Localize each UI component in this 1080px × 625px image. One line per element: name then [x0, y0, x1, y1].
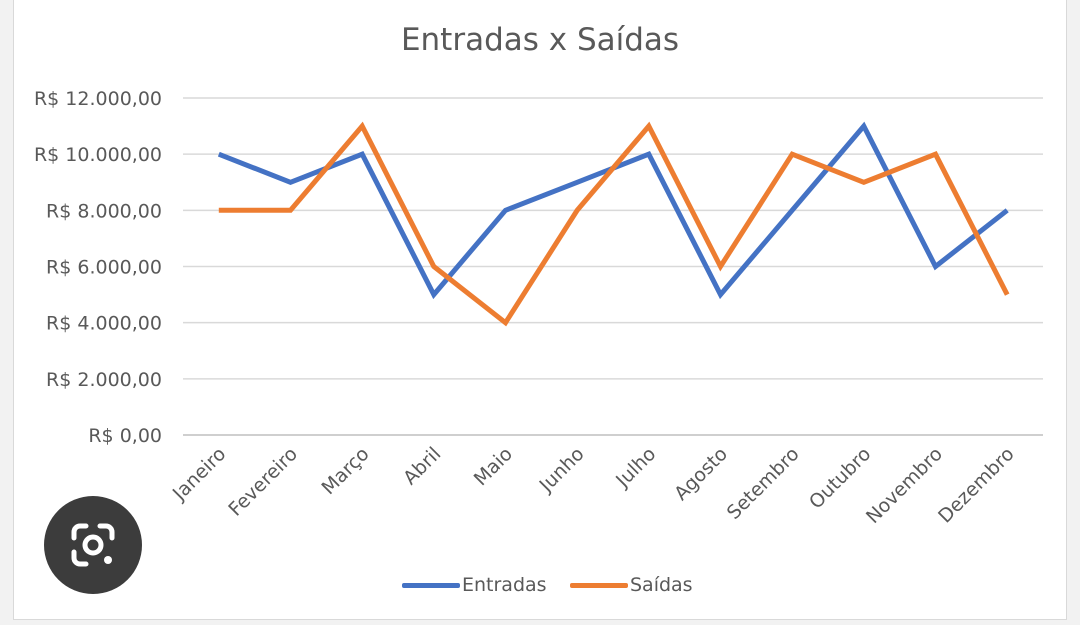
x-tick-label: Novembro: [862, 443, 947, 528]
legend-label-saidas: Saídas: [630, 574, 693, 596]
x-tick-label: Julho: [611, 443, 660, 492]
x-tick-label: Junho: [535, 443, 589, 497]
y-tick-label: R$ 8.000,00: [46, 200, 162, 222]
y-tick-label: R$ 4.000,00: [46, 313, 162, 335]
y-tick-label: R$ 6.000,00: [46, 257, 162, 279]
legend-label-entradas: Entradas: [462, 574, 547, 596]
x-tick-label: Dezembro: [934, 443, 1019, 528]
x-tick-label: Janeiro: [168, 443, 230, 505]
x-tick-label: Agosto: [670, 443, 732, 505]
x-tick-label: Fevereiro: [224, 443, 302, 521]
lens-search-button[interactable]: [44, 496, 142, 594]
legend-swatch-entradas: [402, 582, 460, 588]
x-tick-label: Setembro: [723, 443, 804, 524]
y-tick-label: R$ 2.000,00: [46, 369, 162, 391]
y-tick-label: R$ 12.000,00: [34, 88, 162, 110]
y-tick-label: R$ 10.000,00: [34, 144, 162, 166]
x-tick-label: Outubro: [805, 443, 875, 513]
x-tick-label: Maio: [470, 443, 517, 490]
legend: Entradas Saídas: [0, 572, 1080, 598]
chart-title: Entradas x Saídas: [400, 22, 680, 58]
legend-swatch-saidas: [570, 582, 628, 588]
series-line-1: [218, 121, 1010, 327]
y-tick-label: R$ 0,00: [88, 425, 162, 447]
x-tick-label: Abril: [399, 443, 445, 489]
legend-item-entradas: Entradas: [402, 572, 547, 598]
legend-item-saidas: Saídas: [570, 572, 693, 598]
camera-lens-icon: [71, 523, 115, 567]
chart-frame: [13, 0, 1067, 620]
x-tick-label: Março: [317, 443, 373, 499]
